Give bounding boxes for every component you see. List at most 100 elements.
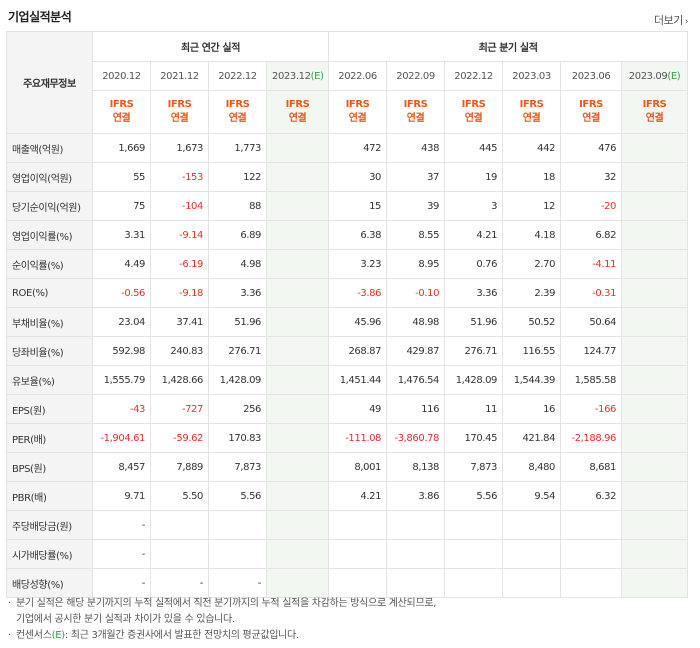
period-label: 2022.12 [454,70,493,82]
value-cell: 55 [92,162,151,192]
value-cell: 592.98 [92,336,151,366]
value-cell [386,568,446,598]
table-row: 매출액(억원) 1,669 1,673 1,773 472 438 445 442 476 [6,133,689,163]
table-row: BPS(원) 8,457 7,889 7,873 8,001 8,138 7,873 8,48… [6,452,689,482]
value-cell: 268.87 [328,336,388,366]
value-cell: 1,773 [208,133,267,163]
value-cell: 39 [386,191,446,221]
period-label: 2022.09 [396,70,435,82]
value-cell: - [208,568,267,598]
value-cell: 3.36 [444,278,504,308]
ifrs-header: IFRS 연결 [208,90,267,134]
ifrs-line1: IFRS [109,99,134,110]
value-cell: -166 [560,394,623,424]
table-row: 영업이익(억원) 55 -153 122 30 37 19 18 32 [6,162,689,192]
value-cell: 2.39 [502,278,562,308]
ifrs-line2: 연결 [112,113,131,124]
period-label: 2020.12 [102,70,141,82]
ifrs-line1: IFRS [285,99,310,110]
value-cell [208,539,267,569]
value-cell: -1,904.61 [92,423,151,453]
more-label: 더보기 [654,14,683,27]
value-cell: 9.71 [92,481,151,511]
ifrs-label: IFRS 연결 [156,98,203,126]
value-cell: 88 [208,191,267,221]
ifrs-line2: 연결 [464,113,483,124]
value-cell: 1,428.09 [444,365,504,395]
value-cell: 240.83 [150,336,209,366]
value-cell: 7,873 [208,452,267,482]
value-cell: -20 [560,191,623,221]
row-label: 영업이익률(%) [6,220,93,250]
value-cell: - [150,568,209,598]
value-cell: 6.89 [208,220,267,250]
ifrs-header: IFRS 연결 [621,90,689,134]
value-cell [621,394,689,424]
value-cell: 1,428.66 [150,365,209,395]
value-cell: 6.32 [560,481,623,511]
value-cell: 32 [560,162,623,192]
value-cell: 6.38 [328,220,388,250]
ifrs-line2: 연결 [170,113,189,124]
ifrs-line2: 연결 [645,113,664,124]
value-cell: 1,544.39 [502,365,562,395]
value-cell [265,278,330,308]
ifrs-line1: IFRS [579,99,603,110]
financial-table: 주요재무정보 최근 연간 실적 최근 분기 실적 2020.12 2021.12 2022… [6,31,689,598]
value-cell [560,568,623,598]
value-cell: 1,585.58 [560,365,623,395]
value-cell: 4.21 [328,481,388,511]
value-cell: 1,555.79 [92,365,151,395]
more-link[interactable]: 더보기 › [654,12,689,28]
value-cell [621,539,689,569]
value-cell [265,133,330,163]
ifrs-header: IFRS 연결 [265,90,330,134]
ifrs-line2: 연결 [406,113,425,124]
value-cell: 8,138 [386,452,446,482]
ifrs-line1: IFRS [519,99,544,110]
value-cell: 45.96 [328,307,388,337]
row-label: 배당성향(%) [6,568,93,598]
ifrs-label: IFRS 연결 [214,98,261,126]
value-cell: 3.36 [208,278,267,308]
table-row: 영업이익률(%) 3.31 -9.14 6.89 6.38 8.55 4.21 4.18 6.8… [6,220,689,250]
ifrs-label: IFRS 연결 [566,98,616,126]
value-cell [265,336,330,366]
value-cell: 8.95 [386,249,446,279]
ifrs-label: IFRS 연결 [627,98,682,126]
table-row: 순이익률(%) 4.49 -6.19 4.98 3.23 8.95 0.76 2.70 -4.1… [6,249,689,279]
value-cell: -111.08 [328,423,388,453]
value-cell: 1,428.09 [208,365,267,395]
value-cell: -59.62 [150,423,209,453]
estimate-mark: (E) [667,70,681,82]
value-cell: 124.77 [560,336,623,366]
period-label: 2022.06 [338,70,377,82]
ifrs-label: IFRS 연결 [334,98,381,126]
value-cell: - [92,539,151,569]
row-label: BPS(원) [6,452,93,482]
table-row: 당좌비율(%) 592.98 240.83 276.71 268.87 429.87 276… [6,336,689,366]
ifrs-line2: 연결 [288,113,307,124]
group-annual: 최근 연간 실적 [91,31,330,62]
value-cell [265,162,330,192]
ifrs-line1: IFRS [225,99,250,110]
ifrs-header: IFRS 연결 [92,90,151,134]
row-label: 매출액(억원) [6,133,93,163]
value-cell [328,539,388,569]
table-row: 배당성향(%) - - - [6,568,689,598]
value-cell: -9.18 [150,278,209,308]
value-cell: 421.84 [502,423,562,453]
value-cell: 276.71 [208,336,267,366]
value-cell: -4.11 [560,249,623,279]
period-header: 2023.12(E) [265,61,330,91]
ifrs-header: IFRS 연결 [328,90,388,134]
row-label: 유보율(%) [6,365,93,395]
value-cell: 30 [328,162,388,192]
table-row: PER(배) -1,904.61 -59.62 170.83 -111.08 -3,860… [6,423,689,453]
ifrs-label: IFRS 연결 [508,98,555,126]
value-cell: 75 [92,191,151,221]
group-quarterly: 최근 분기 실적 [328,31,689,62]
value-cell: 4.18 [502,220,562,250]
value-cell [621,510,689,540]
ifrs-header: IFRS 연결 [444,90,504,134]
